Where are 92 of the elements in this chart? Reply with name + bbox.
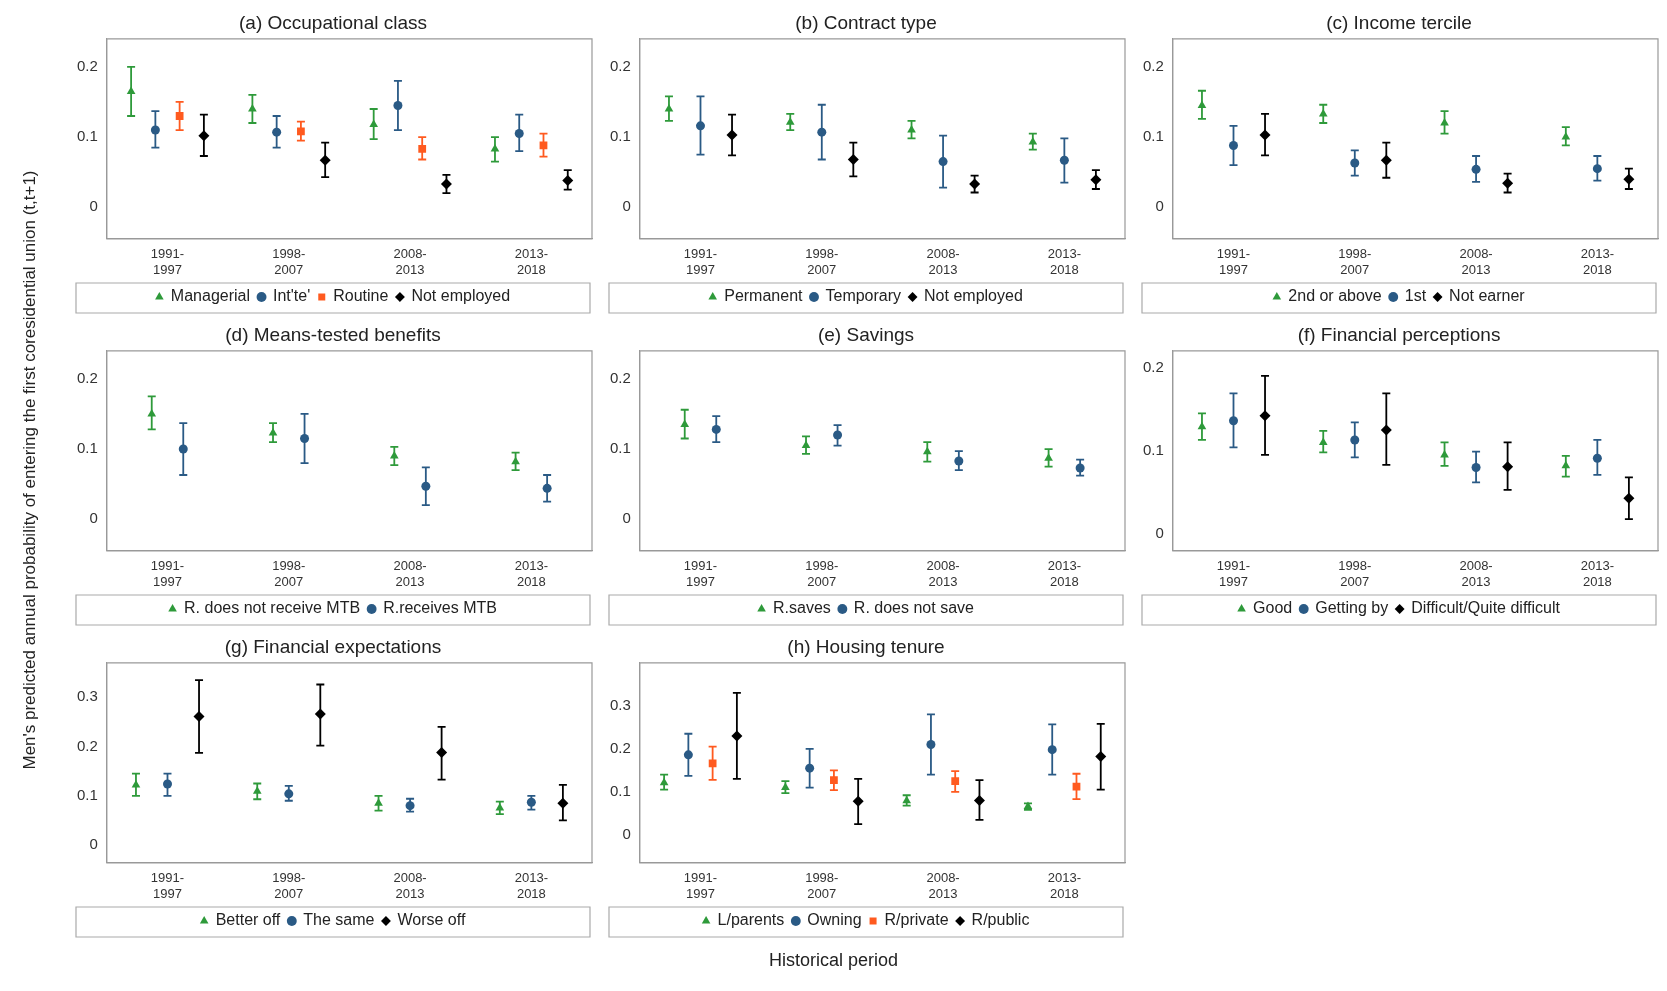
y-tick-label: 0 (622, 824, 631, 842)
y-tick-label: 0.2 (609, 57, 631, 75)
x-tick-label: 2008-2013 (1459, 558, 1493, 589)
x-tick-label: 2008-2013 (1459, 246, 1493, 277)
x-tick-label: 2013-2018 (1580, 558, 1614, 589)
chart-title: (a) Occupational class (239, 11, 427, 33)
x-tick-label: 1991-1997 (1216, 246, 1251, 277)
x-tick-label: 2013-2018 (514, 558, 548, 589)
x-axis-title: Historical period (767, 950, 900, 971)
x-tick-label: 1998-2007 (805, 870, 839, 901)
y-tick-label: 0.3 (609, 695, 631, 713)
legend-label: Temporary (825, 287, 902, 305)
legend-label: Owning (807, 911, 862, 929)
y-tick-label: 0.3 (76, 687, 98, 705)
y-tick-label: 0 (89, 509, 98, 527)
legend-label: R. does not save (853, 599, 975, 617)
y-axis-title: Men's predicted annual probability of entering the first coresidential union (t,t+1) (20, 170, 40, 770)
legend-label: Worse off (397, 911, 466, 929)
x-tick-label: 2013-2018 (1047, 246, 1081, 277)
chart-title: (d) Means-tested benefits (225, 323, 441, 345)
y-tick-label: 0.1 (76, 785, 98, 803)
legend-label: Not employed (411, 287, 511, 305)
legend-label: 2nd or above (1288, 287, 1382, 305)
chart-title: (f) Financial perceptions (1297, 323, 1501, 345)
legend-label: Routine (333, 287, 389, 305)
x-tick-label: 2008-2013 (393, 870, 427, 901)
legend-label: R.saves (773, 599, 831, 617)
x-tick-label: 1991-1997 (150, 246, 185, 277)
legend-label: Better off (215, 911, 281, 929)
x-tick-label: 2008-2013 (926, 870, 960, 901)
x-tick-label: 1998-2007 (1338, 558, 1372, 589)
y-tick-label: 0.1 (609, 781, 631, 799)
y-tick-label: 0.2 (609, 738, 631, 756)
x-tick-label: 1991-1997 (683, 246, 718, 277)
y-tick-label: 0.2 (76, 736, 98, 754)
y-tick-label: 0.1 (1142, 440, 1164, 458)
x-tick-label: 2013-2018 (1580, 246, 1614, 277)
x-tick-label: 1991-1997 (150, 558, 185, 589)
chart-title: (b) Contract type (795, 11, 937, 33)
chart-title: (c) Income tercile (1326, 11, 1472, 33)
legend-label: L/parents (717, 911, 785, 929)
y-tick-label: 0.2 (76, 57, 98, 75)
legend-label: Good (1253, 599, 1293, 617)
x-tick-label: 2008-2013 (393, 246, 427, 277)
x-tick-label: 1998-2007 (272, 870, 306, 901)
y-tick-label: 0.2 (1142, 57, 1164, 75)
y-tick-label: 0 (89, 835, 98, 853)
x-tick-label: 2013-2018 (1047, 558, 1081, 589)
y-tick-label: 0.1 (76, 127, 98, 145)
legend-label: Getting by (1315, 599, 1389, 617)
y-tick-label: 0 (622, 197, 631, 215)
x-tick-label: 1998-2007 (272, 246, 306, 277)
x-tick-label: 2013-2018 (514, 870, 548, 901)
legend-label: 1st (1404, 287, 1427, 305)
legend-label: R/public (971, 911, 1030, 929)
legend-label: Not employed (924, 287, 1023, 305)
y-tick-label: 0.1 (609, 439, 631, 457)
y-tick-label: 0.1 (76, 439, 98, 457)
legend-label: Int'te' (273, 287, 311, 305)
legend-label: R/private (884, 911, 949, 929)
y-tick-label: 0.2 (609, 369, 631, 387)
x-tick-label: 1998-2007 (272, 558, 306, 589)
chart-title: (e) Savings (817, 323, 915, 345)
chart-title: (h) Housing tenure (787, 635, 945, 657)
x-tick-label: 2013-2018 (1047, 870, 1081, 901)
x-tick-label: 2008-2013 (926, 246, 960, 277)
legend-label: Not earner (1449, 287, 1526, 305)
legend-label: The same (303, 911, 375, 929)
y-tick-label: 0 (89, 197, 98, 215)
x-tick-label: 1991-1997 (1216, 558, 1251, 589)
legend-label: Managerial (170, 287, 251, 305)
chart-title: (g) Financial expectations (224, 635, 442, 657)
y-tick-label: 0.2 (1142, 357, 1164, 375)
legend-label: Difficult/Quite difficult (1411, 599, 1561, 617)
legend-label: R. does not receive MTB (184, 599, 361, 617)
x-tick-label: 2008-2013 (926, 558, 960, 589)
x-tick-label: 2013-2018 (514, 246, 548, 277)
x-tick-label: 1998-2007 (805, 246, 839, 277)
x-tick-label: 1991-1997 (683, 870, 718, 901)
y-tick-label: 0.1 (1142, 127, 1164, 145)
y-tick-label: 0 (622, 509, 631, 527)
x-tick-label: 1991-1997 (150, 870, 185, 901)
y-tick-label: 0 (1155, 524, 1164, 542)
legend-label: R.receives MTB (383, 599, 497, 617)
x-tick-label: 1991-1997 (683, 558, 718, 589)
x-tick-label: 2008-2013 (393, 558, 427, 589)
x-tick-label: 1998-2007 (805, 558, 839, 589)
x-tick-label: 1998-2007 (1338, 246, 1372, 277)
y-tick-label: 0 (1155, 197, 1164, 215)
legend-label: Permanent (724, 287, 804, 305)
y-tick-label: 0.1 (609, 127, 631, 145)
y-tick-label: 0.2 (76, 369, 98, 387)
